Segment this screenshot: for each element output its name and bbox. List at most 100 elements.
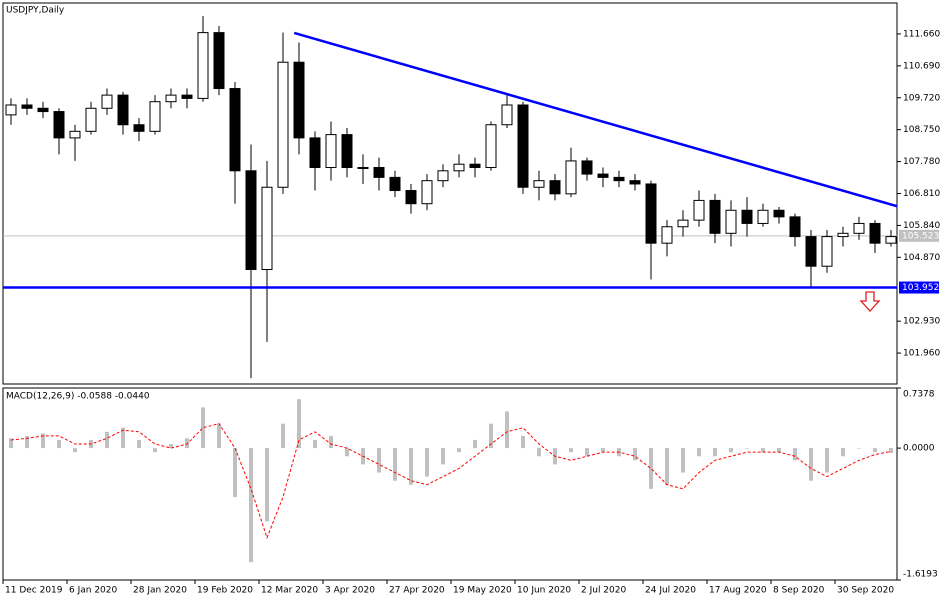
- candle-body: [117, 94, 129, 126]
- x-tick-label: 8 Sep 2020: [773, 586, 825, 596]
- candle-body: [197, 32, 209, 99]
- x-tick-label: 11 Dec 2019: [5, 586, 63, 596]
- candle-body: [789, 216, 801, 238]
- macd-bar: [841, 448, 845, 457]
- candle-body: [501, 104, 513, 126]
- current-price-label: 105.523: [902, 231, 939, 241]
- macd-panel: [2, 387, 898, 581]
- macd-bar: [585, 448, 589, 457]
- candle-body: [453, 163, 465, 172]
- chart-title: USDJPY,Daily: [6, 6, 65, 16]
- y-tick-label: 111.660: [903, 29, 940, 39]
- candle-body: [213, 32, 225, 90]
- candle-body: [165, 94, 177, 103]
- candle-body: [229, 88, 241, 172]
- candle-body: [37, 107, 49, 113]
- candle-body: [325, 134, 337, 169]
- y-tick-label: 0.7378: [903, 390, 935, 400]
- macd-bar: [153, 448, 157, 453]
- candle-body: [581, 160, 593, 175]
- x-tick-label: 30 Sep 2020: [837, 586, 894, 596]
- x-tick-label: 19 May 2020: [453, 586, 512, 596]
- candle-body: [309, 137, 321, 169]
- macd-bar: [473, 439, 477, 449]
- macd-bar: [9, 438, 13, 449]
- x-tick-label: 6 Jan 2020: [69, 586, 117, 596]
- current-price-box: [899, 229, 939, 242]
- y-tick-label: 102.930: [903, 317, 940, 327]
- candle-body: [181, 94, 193, 99]
- signal-line: [10, 423, 892, 540]
- macd-bar: [409, 448, 413, 485]
- macd-bar: [665, 448, 669, 485]
- x-tick-label: 3 Apr 2020: [325, 586, 375, 596]
- candle-body: [485, 124, 497, 169]
- macd-bar: [297, 399, 301, 449]
- candle-body: [101, 94, 113, 109]
- candle-body: [773, 209, 785, 218]
- macd-bar: [329, 435, 333, 449]
- macd-bar: [697, 448, 701, 457]
- candle-body: [629, 180, 641, 185]
- candle-body: [133, 124, 145, 132]
- candle-body: [437, 170, 449, 182]
- y-tick-label: 105.840: [903, 221, 940, 231]
- candle-body: [357, 167, 369, 170]
- macd-bar: [569, 448, 573, 453]
- macd-bar: [777, 448, 781, 453]
- candle-body: [277, 61, 289, 188]
- macd-bar: [41, 433, 45, 449]
- macd-bar: [121, 427, 125, 449]
- candle-body: [517, 104, 529, 188]
- x-tick-label: 19 Feb 2020: [197, 586, 253, 596]
- trendline: [293, 31, 898, 208]
- macd-bar: [425, 448, 429, 477]
- macd-bar: [105, 431, 109, 449]
- x-tick-label: 27 Apr 2020: [389, 586, 445, 596]
- x-tick-label: 2 Jul 2020: [581, 586, 626, 596]
- support-box: [899, 281, 939, 294]
- macd-bar: [185, 438, 189, 449]
- y-tick-label: 108.750: [903, 125, 940, 135]
- x-tick-label: 17 Aug 2020: [709, 586, 767, 596]
- candle-body: [373, 167, 385, 178]
- x-tick-label: 28 Jan 2020: [133, 586, 187, 596]
- macd-bar: [521, 435, 525, 449]
- x-tick-label: 24 Jul 2020: [645, 586, 696, 596]
- candle-body: [549, 180, 561, 195]
- macd-bar: [857, 448, 861, 449]
- macd-bar: [745, 448, 749, 449]
- macd-bar: [169, 444, 173, 449]
- candle-body: [837, 232, 849, 238]
- candle-body: [405, 190, 417, 205]
- candle-body: [69, 130, 81, 139]
- macd-bar: [441, 448, 445, 465]
- macd-bar: [233, 448, 237, 497]
- candle-body: [613, 176, 625, 182]
- macd-title: MACD(12,26,9) -0.0588 -0.0440: [6, 392, 150, 402]
- candle-body: [645, 183, 657, 244]
- candle-body: [725, 209, 737, 234]
- x-tick-label: 10 Jun 2020: [517, 586, 571, 596]
- candle-body: [149, 101, 161, 132]
- y-tick-label: 101.960: [903, 349, 940, 359]
- macd-bar: [73, 448, 77, 453]
- macd-bar: [201, 407, 205, 449]
- macd-bar: [393, 448, 397, 481]
- candle-body: [293, 61, 305, 139]
- macd-bar: [281, 423, 285, 449]
- macd-bar: [489, 423, 493, 449]
- candle-body: [421, 180, 433, 205]
- candle-body: [469, 163, 481, 169]
- macd-bar: [217, 423, 221, 449]
- support-label: 103.952: [902, 283, 939, 293]
- macd-bar: [809, 448, 813, 481]
- macd-bar: [25, 435, 29, 449]
- macd-bar: [249, 448, 253, 563]
- macd-bar: [729, 448, 733, 453]
- macd-bar: [537, 448, 541, 457]
- macd-bar: [793, 448, 797, 461]
- y-tick-label: 106.810: [903, 189, 940, 199]
- macd-bar: [889, 448, 893, 453]
